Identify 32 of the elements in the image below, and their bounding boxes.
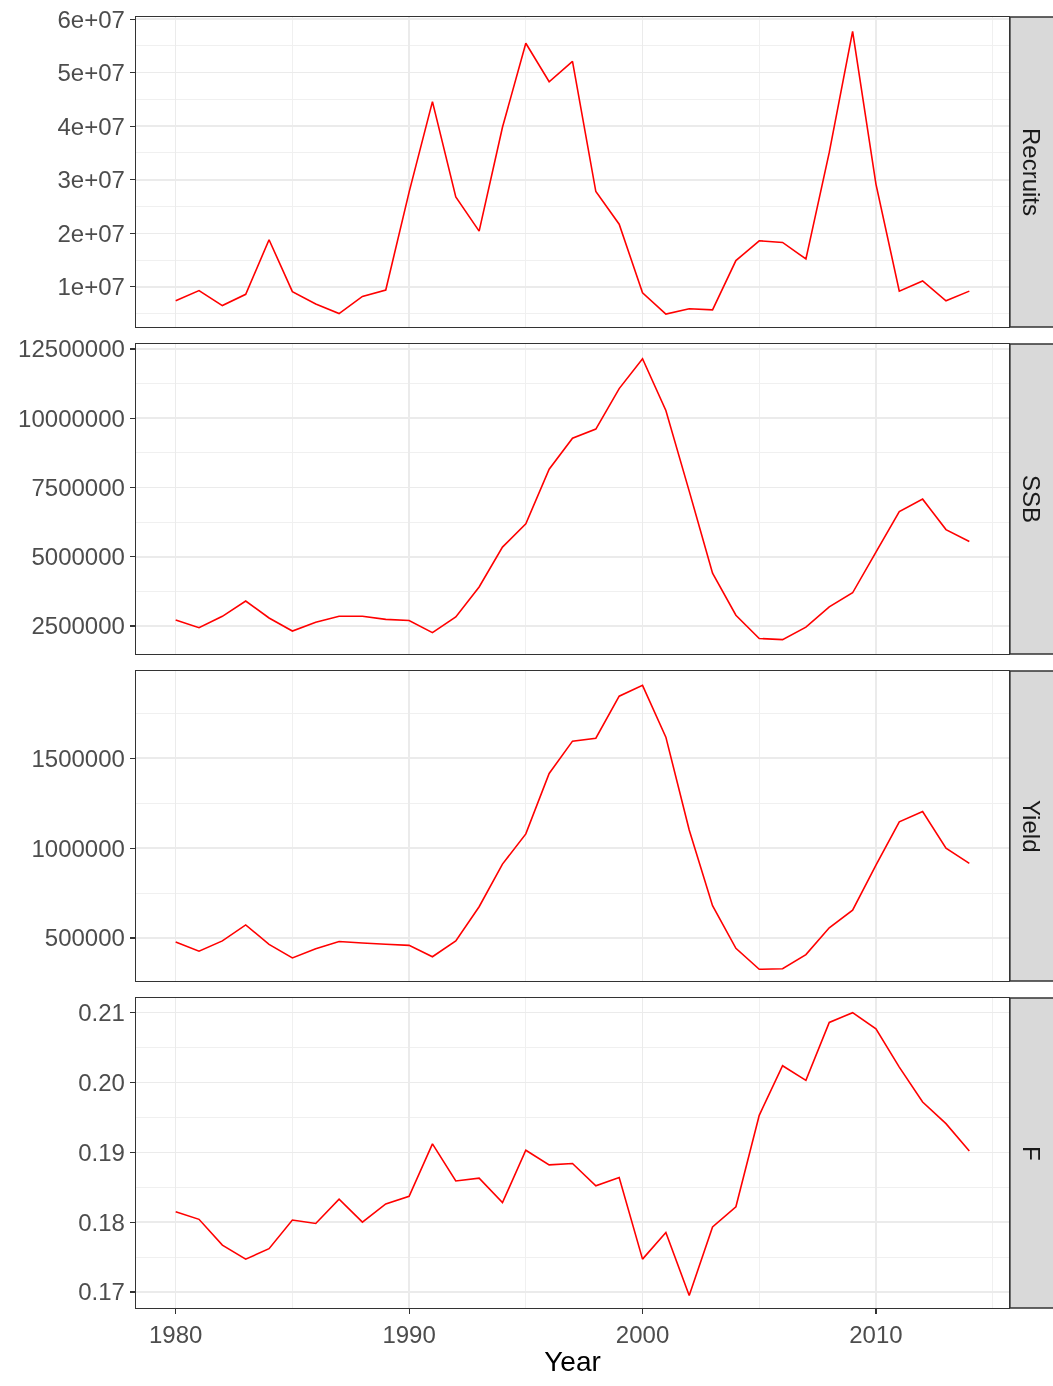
x-tick-label: 1980 <box>148 1321 203 1349</box>
x-tick-label: 2010 <box>849 1321 903 1349</box>
text: SSB <box>1018 475 1045 524</box>
x-axis-title: Year <box>544 1346 601 1378</box>
y-tick-label: 0.19 <box>78 1138 125 1166</box>
y-tick-label: 5e+07 <box>57 59 125 87</box>
y-tick-label: 0.17 <box>78 1278 125 1306</box>
y-tick-label: 3e+07 <box>57 166 125 194</box>
y-tick-label: 0.18 <box>78 1208 125 1236</box>
text: Yield <box>1018 800 1045 853</box>
line-series <box>174 357 971 641</box>
y-tick-label: 1e+07 <box>57 273 125 301</box>
y-tick-label: 7500000 <box>31 473 125 501</box>
x-tick-label: 1990 <box>382 1321 436 1349</box>
line-series <box>174 30 971 315</box>
text: Recruits <box>1018 128 1045 217</box>
y-tick-label: 6e+07 <box>57 5 125 33</box>
y-tick-label: 2e+07 <box>57 219 125 247</box>
y-tick-label: 4e+07 <box>57 112 125 140</box>
y-tick-label: 12500000 <box>18 335 125 363</box>
text: F <box>1018 1146 1045 1161</box>
line-series <box>174 684 971 971</box>
y-tick-label: 10000000 <box>18 404 125 432</box>
line-series <box>174 1011 971 1297</box>
y-tick-label: 0.20 <box>78 1068 125 1096</box>
y-tick-label: 2500000 <box>31 612 125 640</box>
y-tick-label: 500000 <box>44 924 125 952</box>
y-tick-label: 1500000 <box>31 744 125 772</box>
y-tick-label: 1000000 <box>31 834 125 862</box>
y-tick-label: 0.21 <box>78 999 125 1027</box>
x-tick-label: 2000 <box>615 1321 670 1349</box>
y-tick-label: 5000000 <box>31 543 125 571</box>
